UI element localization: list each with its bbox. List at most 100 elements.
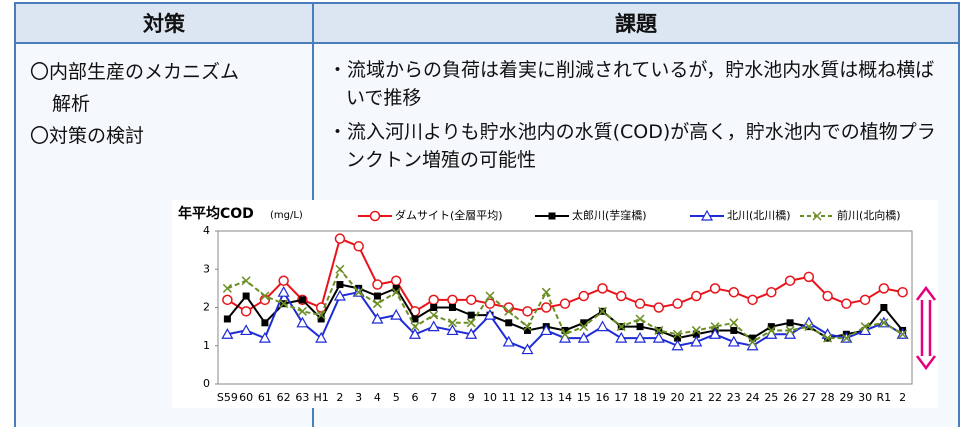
point	[766, 286, 777, 298]
point	[465, 328, 478, 339]
legend-marker	[369, 210, 381, 222]
point	[221, 328, 234, 339]
point	[578, 290, 590, 302]
point	[522, 306, 533, 317]
x-tick-label: 6	[411, 391, 418, 404]
x-tick-label: 5	[393, 391, 400, 404]
item: 解析	[52, 93, 91, 115]
point	[430, 304, 438, 311]
point	[709, 283, 721, 294]
point	[767, 323, 775, 331]
point	[297, 306, 307, 316]
x-tick-label: 17	[614, 391, 628, 404]
point	[615, 331, 628, 343]
x-tick-label: 4	[374, 391, 381, 404]
point	[784, 275, 796, 286]
point	[316, 310, 326, 320]
point	[354, 287, 364, 297]
point	[803, 271, 815, 283]
point	[466, 318, 476, 328]
point	[841, 333, 851, 343]
x-tick-label: 3	[355, 391, 362, 404]
x-tick-label: 7	[430, 391, 437, 404]
point	[710, 322, 720, 332]
point	[709, 328, 722, 339]
x-tick-label: R1	[877, 391, 892, 404]
point	[880, 304, 888, 311]
point	[898, 329, 908, 339]
point	[241, 276, 251, 286]
point	[859, 294, 871, 306]
x-tick-label: 9	[468, 391, 475, 404]
point	[485, 291, 495, 301]
legend-marker	[812, 211, 822, 221]
point	[317, 315, 325, 323]
point	[410, 322, 420, 332]
point	[523, 326, 531, 334]
x-tick-label: 21	[689, 391, 703, 404]
point	[786, 319, 794, 327]
point	[727, 335, 740, 347]
point	[559, 298, 571, 309]
legend-marker	[700, 209, 714, 221]
point	[427, 320, 440, 332]
y-tick-label: 4	[203, 224, 210, 237]
point	[749, 334, 757, 342]
bullet: ・流入河川よりも貯水池内の水質(COD)が高く，貯水池内での植物プランクトン増殖…	[328, 121, 936, 171]
point	[652, 331, 665, 343]
point	[580, 319, 588, 327]
right-cell: ・流域からの負荷は着実に削減されているが，貯水池内水質は概ね横ばいで推移 ・流入…	[328, 56, 948, 180]
x-tick-label: 60	[239, 391, 253, 404]
point	[260, 291, 270, 301]
point	[334, 233, 346, 244]
point	[408, 328, 421, 339]
point	[540, 302, 552, 313]
point	[428, 294, 439, 306]
y-tick-label: 0	[203, 377, 210, 390]
point	[691, 290, 702, 302]
point	[373, 292, 381, 300]
x-tick-label: 16	[596, 391, 610, 404]
point	[429, 310, 439, 320]
y-unit: (mg/L)	[270, 210, 303, 221]
x-tick-label: 20	[671, 391, 685, 404]
x-tick-label: 22	[708, 391, 722, 404]
point	[747, 294, 758, 306]
point	[240, 306, 252, 317]
y-tick-label: 2	[203, 301, 210, 314]
legend-label: 太郎川(芋窪橋)	[572, 208, 647, 222]
point	[242, 292, 250, 300]
x-tick-label: 12	[520, 391, 534, 404]
x-tick-label: 2	[899, 391, 906, 404]
point	[392, 284, 400, 292]
point	[279, 299, 289, 309]
legend-label: ダムサイト(全層平均)	[395, 208, 503, 222]
point	[261, 319, 269, 327]
point	[616, 290, 627, 302]
point	[596, 320, 609, 332]
point	[616, 322, 626, 332]
point	[579, 322, 589, 332]
x-tick-label: 14	[558, 391, 572, 404]
x-tick-label: 10	[483, 391, 497, 404]
point	[860, 322, 870, 332]
point	[336, 281, 344, 289]
x-tick-label: 8	[449, 391, 456, 404]
point	[673, 329, 683, 339]
point	[222, 283, 232, 293]
point	[540, 324, 553, 336]
point	[634, 331, 647, 343]
point	[504, 306, 514, 316]
point	[296, 316, 309, 328]
point	[521, 343, 534, 355]
point	[636, 323, 644, 331]
header-cell: 課題	[314, 4, 958, 42]
point	[483, 308, 496, 320]
point	[635, 314, 645, 324]
point	[447, 318, 457, 328]
x-tick-label: 30	[858, 391, 872, 404]
point	[692, 330, 700, 338]
x-tick-label: 11	[502, 391, 516, 404]
point	[505, 319, 513, 327]
